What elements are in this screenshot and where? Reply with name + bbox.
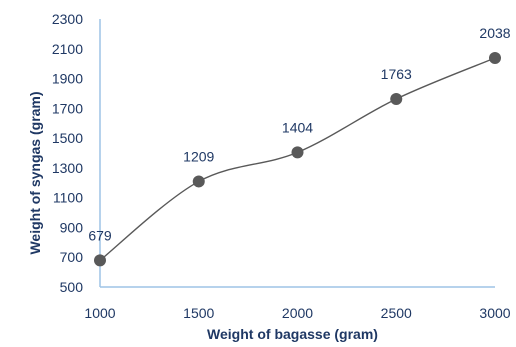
data-point-marker bbox=[291, 146, 304, 159]
series-line bbox=[99, 57, 496, 261]
y-tick-label: 700 bbox=[60, 249, 84, 265]
y-tick-label: 1300 bbox=[52, 160, 83, 176]
data-label: 1763 bbox=[381, 66, 412, 82]
y-tick-label: 900 bbox=[60, 219, 84, 235]
x-axis-title: Weight of bagasse (gram) bbox=[207, 326, 378, 342]
y-tick-label: 2300 bbox=[52, 11, 83, 27]
y-tick-label: 1500 bbox=[52, 130, 83, 146]
y-tick-label: 1100 bbox=[53, 190, 83, 206]
y-tick-label: 1700 bbox=[52, 100, 83, 116]
y-tick-label: 500 bbox=[60, 279, 84, 295]
x-tick-label: 1500 bbox=[183, 305, 214, 321]
x-tick-label: 2500 bbox=[381, 305, 412, 321]
data-point-marker bbox=[489, 52, 501, 65]
y-tick-label: 2100 bbox=[52, 41, 83, 57]
x-axis-ticks: 1000 1500 2000 2500 3000 bbox=[84, 305, 510, 321]
y-axis-ticks: 500 700 900 1100 1300 1500 1700 1900 2100 2300 bbox=[52, 11, 83, 295]
data-point-marker bbox=[94, 254, 106, 267]
y-tick-label: 1900 bbox=[52, 71, 83, 87]
data-label: 1209 bbox=[183, 148, 214, 164]
data-label: 2038 bbox=[479, 25, 510, 41]
x-tick-label: 1000 bbox=[84, 305, 115, 321]
data-label: 1404 bbox=[282, 119, 313, 135]
data-label: 679 bbox=[88, 227, 112, 243]
data-labels: 679 1209 1404 1763 2038 bbox=[88, 25, 510, 243]
x-tick-label: 2000 bbox=[282, 305, 313, 321]
data-point-marker bbox=[192, 175, 205, 188]
y-axis-title: Weight of syngas (gram) bbox=[27, 91, 43, 254]
x-tick-label: 3000 bbox=[479, 305, 510, 321]
series-markers bbox=[94, 52, 501, 267]
data-point-marker bbox=[390, 92, 403, 105]
